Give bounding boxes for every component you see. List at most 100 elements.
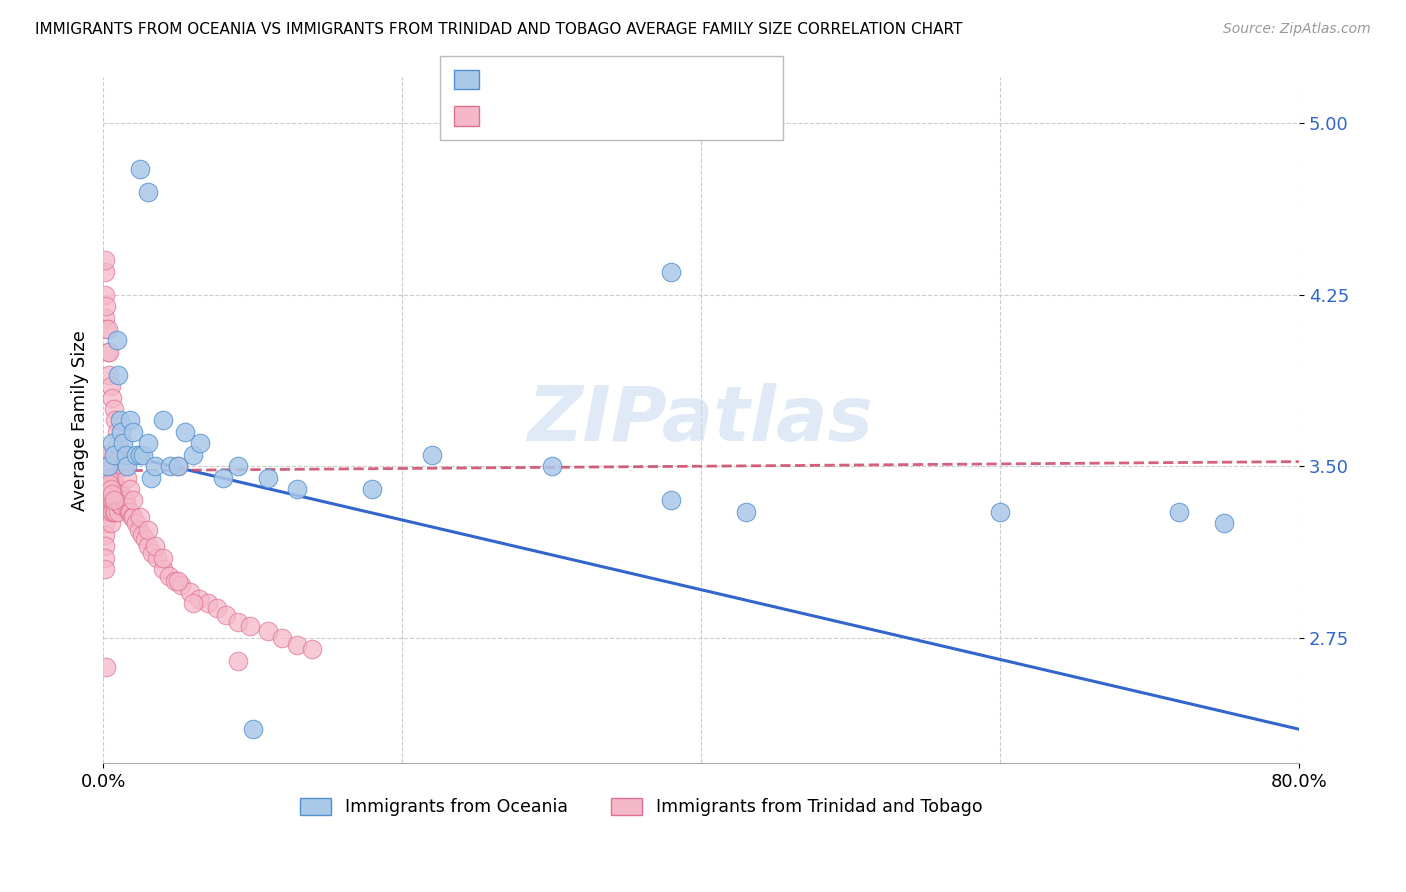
Point: [167, 459, 190, 474]
Point: [215, 607, 238, 622]
Point: [94, 448, 117, 462]
Point: [174, 425, 197, 439]
Point: [115, 500, 138, 515]
Point: [98, 493, 121, 508]
Point: [122, 509, 145, 524]
Point: [122, 425, 145, 439]
Point: [93, 470, 115, 484]
Point: [197, 596, 219, 610]
Point: [103, 470, 125, 484]
Point: [108, 413, 131, 427]
Point: [136, 436, 159, 450]
Point: [100, 516, 122, 531]
Point: [540, 459, 562, 474]
Point: [988, 505, 1011, 519]
Point: [100, 482, 122, 496]
Text: 36: 36: [650, 70, 672, 88]
Point: [103, 493, 125, 508]
Text: N =: N =: [607, 107, 644, 125]
Point: [93, 528, 115, 542]
Point: [93, 265, 115, 279]
Point: [129, 509, 152, 524]
Point: [94, 464, 117, 478]
Point: [93, 310, 115, 325]
Point: [97, 344, 120, 359]
Point: [100, 482, 122, 496]
Point: [170, 578, 193, 592]
Point: [211, 470, 233, 484]
Point: [118, 413, 141, 427]
Point: [100, 505, 122, 519]
Point: [112, 493, 135, 508]
Point: [93, 493, 115, 508]
Point: [181, 448, 204, 462]
Point: [107, 368, 129, 382]
Point: [115, 459, 138, 474]
Point: [101, 493, 124, 508]
Point: [159, 459, 181, 474]
Point: [101, 505, 124, 519]
Point: [94, 299, 117, 313]
Point: [100, 493, 122, 508]
Point: [136, 185, 159, 199]
Point: [163, 574, 186, 588]
Point: [111, 493, 134, 508]
Point: [98, 344, 121, 359]
Point: [152, 413, 174, 427]
Point: [146, 550, 169, 565]
Point: [117, 505, 139, 519]
Point: [103, 493, 125, 508]
Point: [103, 482, 125, 496]
Point: [93, 550, 115, 565]
Point: [361, 482, 384, 496]
Point: [107, 482, 129, 496]
Point: [107, 493, 129, 508]
Point: [129, 448, 152, 462]
Point: [94, 322, 117, 336]
Point: [239, 619, 262, 633]
Point: [115, 470, 138, 484]
Point: [97, 493, 120, 508]
Point: [105, 482, 128, 496]
Point: [98, 482, 121, 496]
Point: [114, 448, 136, 462]
Point: [136, 539, 159, 553]
Point: [107, 505, 129, 519]
Point: [152, 562, 174, 576]
Point: [97, 470, 120, 484]
Point: [226, 654, 249, 668]
Point: [256, 470, 278, 484]
Point: [105, 425, 128, 439]
Point: [93, 539, 115, 553]
Text: Source: ZipAtlas.com: Source: ZipAtlas.com: [1223, 22, 1371, 37]
Point: [93, 482, 115, 496]
Point: [145, 459, 167, 474]
Point: [93, 562, 115, 576]
Point: [100, 459, 122, 474]
Text: IMMIGRANTS FROM OCEANIA VS IMMIGRANTS FROM TRINIDAD AND TOBAGO AVERAGE FAMILY SI: IMMIGRANTS FROM OCEANIA VS IMMIGRANTS FR…: [35, 22, 963, 37]
Point: [104, 413, 127, 427]
Point: [136, 523, 159, 537]
Point: [94, 459, 117, 474]
Point: [187, 591, 209, 606]
Point: [181, 596, 204, 610]
Legend: Immigrants from Oceania, Immigrants from Trinidad and Tobago: Immigrants from Oceania, Immigrants from…: [292, 790, 990, 823]
Point: [152, 550, 174, 565]
Point: [128, 523, 150, 537]
Point: [93, 516, 115, 531]
Point: [129, 161, 152, 176]
Point: [287, 482, 309, 496]
Point: [420, 448, 443, 462]
Point: [110, 486, 132, 500]
Point: [101, 486, 124, 500]
Point: [107, 436, 129, 450]
Point: [112, 459, 135, 474]
Point: [734, 505, 756, 519]
Y-axis label: Average Family Size: Average Family Size: [72, 330, 89, 511]
Point: [93, 253, 115, 268]
Point: [256, 624, 278, 638]
Point: [125, 448, 148, 462]
Point: [98, 470, 121, 484]
Point: [110, 448, 132, 462]
Point: [101, 436, 124, 450]
